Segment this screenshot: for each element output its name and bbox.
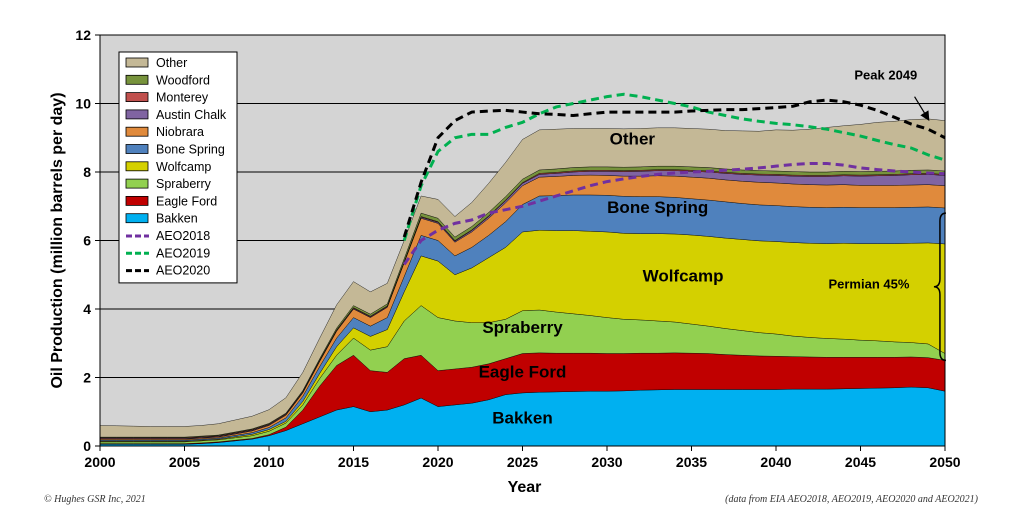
legend-label-austin-chalk: Austin Chalk [156,108,227,122]
annotation-other: Other [610,130,656,149]
y-axis-title: Oil Production (million barrels per day) [49,92,66,388]
x-tick-label-2000: 2000 [84,454,115,470]
line-aeo2018 [402,161,946,266]
legend-label-spraberry: Spraberry [156,177,212,191]
y-tick-label-8: 8 [83,164,91,180]
y-tick-label-12: 12 [75,27,91,43]
legend-label-niobrara: Niobrara [156,125,204,139]
peak-arrow [914,96,930,121]
x-tick-label-2045: 2045 [845,454,876,470]
legend-swatch-woodford [125,74,149,85]
forecast-lines [402,92,946,266]
annotation-spraberry: Spraberry [482,318,563,337]
legend-label-aeo2018: AEO2018 [156,229,210,243]
x-tick-label-2050: 2050 [929,454,960,470]
legend: Other Woodford Monterey Austin Chalk Niobrar… [118,51,238,284]
annotation-permian-45-: Permian 45% [828,276,909,291]
x-axis-title: Year [508,479,542,496]
x-tick-label-2030: 2030 [591,454,622,470]
legend-swatch-eagle-ford [125,195,149,206]
x-tick-label-2005: 2005 [169,454,200,470]
source-note: (data from EIA AEO2018, AEO2019, AEO2020… [725,494,978,505]
annotation-peak-2049: Peak 2049 [854,68,917,83]
legend-label-woodford: Woodford [156,73,210,87]
legend-swatch-austin-chalk [125,109,149,120]
legend-swatch-niobrara [125,126,149,137]
legend-swatch-wolfcamp [125,161,149,172]
legend-label-aeo2019: AEO2019 [156,246,210,260]
y-tick-label-4: 4 [83,301,91,317]
y-tick-label-2: 2 [83,370,91,386]
legend-swatch-other [125,57,149,68]
legend-label-bakken: Bakken [156,212,198,226]
annotation-wolfcamp: Wolfcamp [643,267,724,286]
legend-swatch-spraberry [125,178,149,189]
y-tick-label-0: 0 [83,438,91,454]
x-tick-label-2010: 2010 [253,454,284,470]
line-aeo2019 [402,92,946,241]
legend-label-bone-spring: Bone Spring [156,143,225,157]
annotation-bone-spring: Bone Spring [607,198,708,217]
stacked-areas [99,118,946,447]
permian-brace [933,212,946,362]
y-tick-label-6: 6 [83,233,91,249]
legend-label-wolfcamp: Wolfcamp [156,160,211,174]
copyright-note: © Hughes GSR Inc, 2021 [44,494,146,505]
legend-swatch-bakken [125,213,149,224]
annotation-bakken: Bakken [492,409,552,428]
x-tick-label-2025: 2025 [507,454,538,470]
x-tick-label-2015: 2015 [338,454,369,470]
annotation-eagle-ford: Eagle Ford [479,363,567,382]
y-tick-label-10: 10 [75,96,91,112]
legend-label-other: Other [156,56,187,70]
x-tick-label-2040: 2040 [760,454,791,470]
line-aeo2020 [402,98,946,238]
legend-label-monterey: Monterey [156,91,209,105]
legend-label-aeo2020: AEO2020 [156,264,210,278]
legend-swatch-bone-spring [125,144,149,154]
legend-label-eagle-ford: Eagle Ford [156,194,217,208]
legend-swatch-monterey [125,92,149,102]
x-tick-label-2020: 2020 [422,454,453,470]
x-tick-label-2035: 2035 [676,454,707,470]
